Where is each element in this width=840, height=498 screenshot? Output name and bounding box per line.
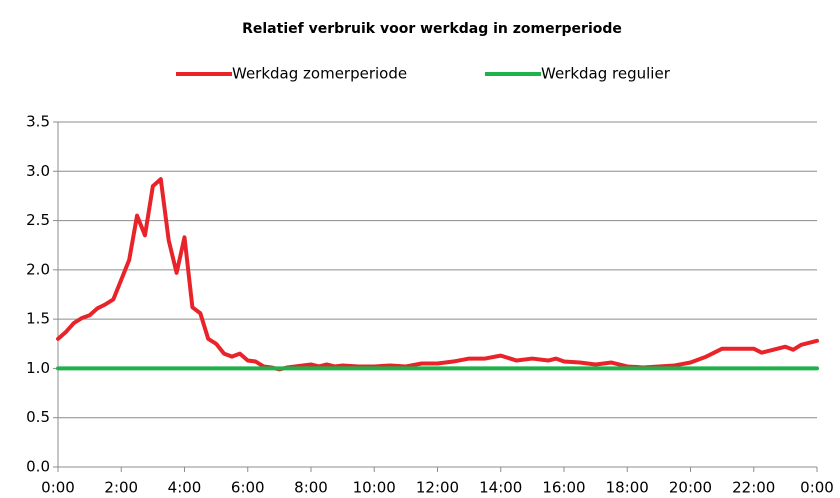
x-tick-label: 22:00 bbox=[732, 479, 775, 497]
x-tick-label: 8:00 bbox=[294, 479, 328, 497]
x-tick-label: 6:00 bbox=[231, 479, 265, 497]
chart-title: Relatief verbruik voor werkdag in zomerp… bbox=[242, 21, 622, 37]
x-tick-label: 20:00 bbox=[669, 479, 712, 497]
x-tick-label: 0:00 bbox=[800, 479, 834, 497]
x-tick-label: 16:00 bbox=[542, 479, 585, 497]
x-tick-label: 4:00 bbox=[168, 479, 202, 497]
y-tick-label: 1.5 bbox=[26, 310, 50, 328]
x-tick-label: 18:00 bbox=[606, 479, 649, 497]
x-tick-label: 14:00 bbox=[479, 479, 522, 497]
x-tick-label: 0:00 bbox=[41, 479, 75, 497]
x-tick-label: 2:00 bbox=[104, 479, 138, 497]
y-tick-label: 1.0 bbox=[26, 359, 50, 377]
y-tick-label: 2.0 bbox=[26, 260, 50, 278]
legend-label: Werkdag zomerperiode bbox=[232, 65, 407, 83]
data-line bbox=[56, 177, 819, 372]
y-tick-label: 3.5 bbox=[26, 113, 50, 131]
x-tick-label: 10:00 bbox=[353, 479, 396, 497]
y-tick-label: 0.5 bbox=[26, 408, 50, 426]
legend-label: Werkdag regulier bbox=[541, 65, 671, 83]
x-tick-label: 12:00 bbox=[416, 479, 459, 497]
y-tick-label: 2.5 bbox=[26, 211, 50, 229]
y-tick-label: 0.0 bbox=[26, 458, 50, 476]
y-tick-label: 3.0 bbox=[26, 162, 50, 180]
